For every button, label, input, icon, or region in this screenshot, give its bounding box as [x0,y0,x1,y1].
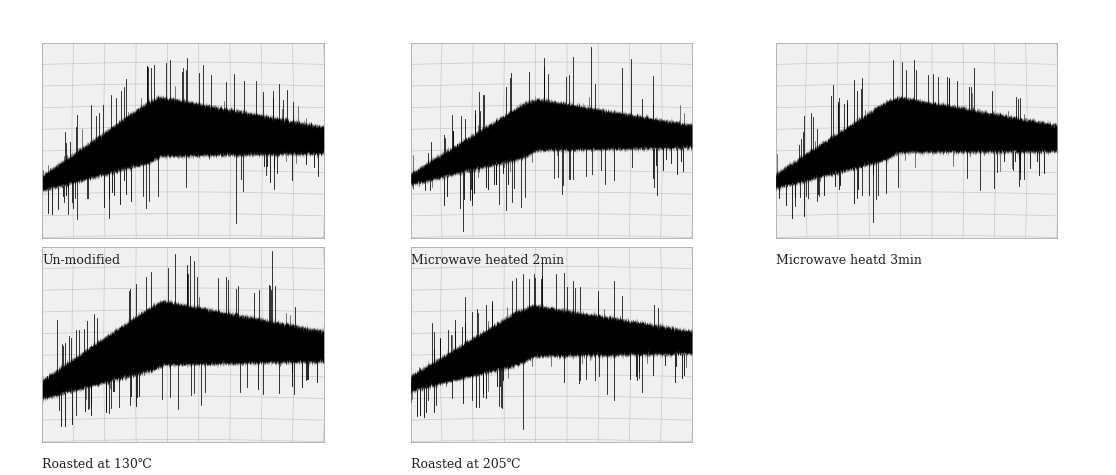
Text: Un-modified: Un-modified [42,254,121,267]
Text: Microwave heated 2min: Microwave heated 2min [411,254,564,267]
Text: Roasted at 205℃: Roasted at 205℃ [411,458,520,471]
Text: Roasted at 130℃: Roasted at 130℃ [42,458,152,471]
Text: Microwave heatd 3min: Microwave heatd 3min [776,254,922,267]
